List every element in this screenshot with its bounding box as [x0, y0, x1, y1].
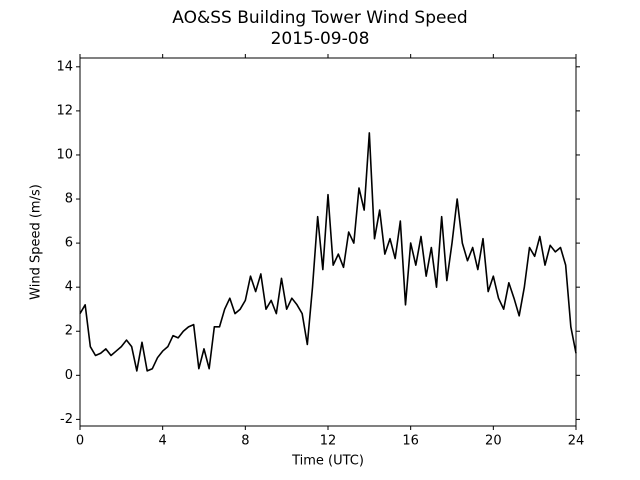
plot-frame: [79, 57, 577, 427]
y-tick-label: 12: [56, 103, 73, 118]
x-tick-label: 4: [159, 434, 167, 449]
x-tick-label: 8: [241, 434, 249, 449]
x-axis-label: Time (UTC): [291, 454, 364, 469]
y-axis-label: Wind Speed (m/s): [29, 184, 44, 300]
line: [79, 132, 577, 372]
chart-subtitle: 2015-09-08: [271, 29, 370, 49]
x-tick-label: 12: [320, 434, 337, 449]
x-tick-label: 24: [568, 434, 585, 449]
chart-title: AO&SS Building Tower Wind Speed: [172, 8, 467, 28]
x-tick-label: 0: [76, 434, 84, 449]
y-tick-label: 4: [65, 280, 73, 295]
x-tick-label: 20: [485, 434, 502, 449]
y-tick-label: 8: [65, 192, 73, 207]
x-tick-label: 16: [402, 434, 419, 449]
y-tick-label: 0: [65, 368, 73, 383]
y-tick-label: 14: [56, 59, 73, 74]
y-tick-label: -2: [60, 412, 73, 427]
y-tick-label: 10: [56, 147, 73, 162]
y-tick-label: 2: [65, 324, 73, 339]
y-tick-label: 6: [65, 236, 73, 251]
